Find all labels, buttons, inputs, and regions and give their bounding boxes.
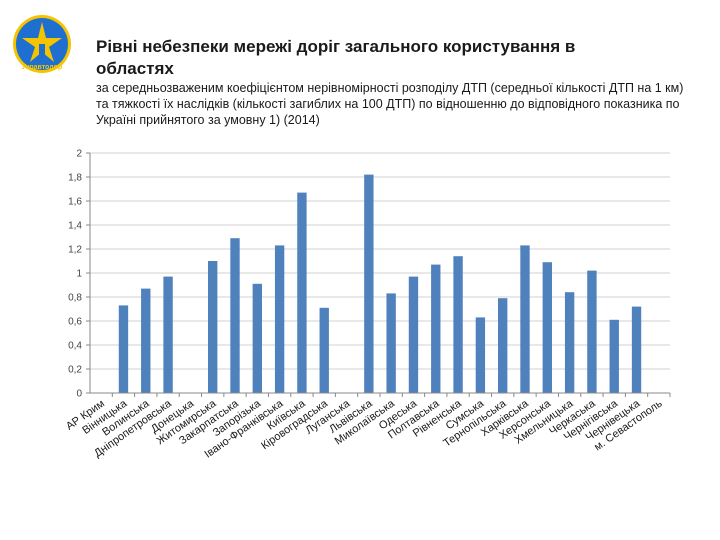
bar	[587, 270, 597, 393]
bar	[252, 283, 262, 393]
slide-subtitle: за середньозваженим коефіцієнтом нерівно…	[96, 81, 684, 127]
logo-star-icon	[22, 22, 62, 62]
bar	[498, 298, 508, 393]
y-tick-label: 2	[76, 149, 82, 160]
bar	[141, 288, 151, 393]
gridlines	[90, 152, 670, 394]
logo-pillar	[39, 44, 45, 58]
slide-title: Рівні небезпеки мережі доріг загального …	[96, 37, 576, 78]
y-tick-label: 1	[76, 269, 82, 280]
bar	[118, 305, 129, 393]
bar	[230, 238, 240, 393]
bar	[208, 261, 218, 393]
bar	[408, 276, 419, 393]
bar	[631, 306, 642, 393]
bar	[163, 276, 173, 393]
ukravtodor-logo: Укравтодор	[13, 15, 71, 73]
y-tick-label: 0	[76, 389, 82, 400]
y-tick-label: 1,8	[68, 173, 82, 184]
x-axis: АР КримВінницькаВолинськаДніпропетровськ…	[64, 392, 671, 461]
y-tick-label: 0,8	[68, 293, 82, 304]
y-tick-label: 0,4	[68, 341, 82, 352]
bar	[274, 245, 285, 393]
bar	[431, 264, 441, 393]
y-tick-label: 1,4	[68, 221, 82, 232]
bar	[297, 192, 307, 393]
y-tick-label: 0,6	[68, 317, 82, 328]
y-tick-label: 1,6	[68, 197, 82, 208]
bar	[542, 262, 552, 393]
bar-chart: 0 0,2 0,4 0,6 0,8 1 1,2 1,4 1,6 1,8 2 АР КримВінни…	[64, 149, 671, 461]
bar	[520, 245, 530, 393]
y-axis: 0 0,2 0,4 0,6 0,8 1 1,2 1,4 1,6 1,8 2	[68, 149, 91, 400]
bar	[564, 292, 575, 393]
bar	[475, 317, 486, 393]
logo-text: Укравтодор	[22, 64, 63, 71]
bar	[453, 256, 463, 393]
y-tick-label: 1,2	[68, 245, 82, 256]
bar	[364, 174, 374, 393]
bar	[319, 307, 329, 393]
bar	[609, 319, 619, 393]
bars	[118, 174, 642, 393]
bar	[386, 293, 396, 393]
y-tick-label: 0,2	[68, 365, 82, 376]
